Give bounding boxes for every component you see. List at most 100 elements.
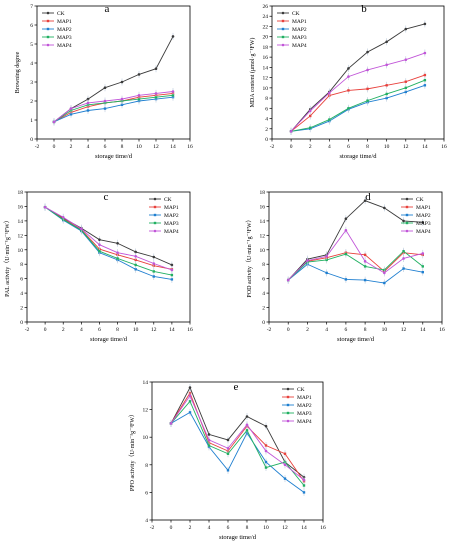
data-point [207, 438, 211, 442]
x-axis-title: storage time/d [90, 336, 128, 343]
y-tick-label: 0 [262, 320, 265, 326]
legend-label: MAP2 [164, 213, 179, 219]
y-tick-label: 10 [143, 435, 149, 441]
data-point [134, 263, 137, 267]
x-tick-label: 6 [104, 144, 107, 150]
series-map4 [286, 226, 425, 284]
data-point [383, 281, 386, 285]
x-tick-label: 10 [136, 144, 142, 150]
series-line [170, 394, 305, 481]
data-point [423, 84, 427, 87]
legend-swatch-marker [281, 19, 285, 23]
data-point [152, 275, 155, 278]
legend: CK MAP1 MAP2 MAP3 MAP4 [282, 387, 312, 425]
data-point [245, 415, 249, 418]
data-point [385, 84, 388, 87]
data-point [423, 22, 427, 26]
x-tick-label: 4 [208, 525, 211, 531]
legend-swatch-marker [46, 19, 50, 23]
legend-swatch-marker [281, 43, 285, 47]
legend-label: MAP3 [57, 35, 72, 41]
data-point [134, 254, 137, 258]
x-tick-label: 8 [366, 144, 369, 150]
data-point [402, 219, 405, 223]
x-tick-label: -2 [270, 144, 275, 150]
plot-frame [36, 5, 191, 140]
x-tick-label: 10 [263, 525, 269, 531]
data-point [289, 130, 293, 133]
data-point [264, 466, 268, 469]
legend-swatch-marker [405, 221, 409, 225]
data-point [52, 120, 56, 124]
x-tick-label: 2 [306, 327, 309, 333]
y-tick-label: 2 [30, 99, 33, 105]
y-tick-label: 18 [263, 45, 269, 51]
data-point [103, 99, 107, 103]
panel-label: c [104, 191, 109, 203]
x-axis-title: storage time/d [95, 153, 133, 160]
data-point [226, 446, 230, 450]
x-tick-label: 14 [301, 525, 307, 531]
x-tick-label: 0 [287, 327, 290, 333]
x-tick-label: 8 [364, 327, 367, 333]
legend-swatch-marker [153, 205, 157, 209]
data-point [325, 271, 328, 275]
x-tick-label: 12 [151, 327, 157, 333]
plot-frame [268, 191, 443, 323]
x-tick-label: 16 [320, 525, 326, 531]
data-point [170, 278, 174, 281]
x-tick-label: 6 [347, 144, 350, 150]
series-line [287, 200, 423, 281]
data-point [347, 107, 350, 110]
series-line [44, 206, 173, 271]
x-tick-label: 12 [282, 525, 288, 531]
legend-label: MAP3 [292, 35, 307, 41]
data-point [363, 278, 367, 282]
data-point [366, 99, 369, 102]
legend-label: MAP4 [164, 229, 179, 235]
legend-label: CK [416, 197, 424, 203]
series-line [53, 96, 174, 123]
y-tick-label: 7 [30, 4, 33, 10]
y-tick-label: 22 [263, 24, 269, 30]
legend-swatch-marker [46, 35, 50, 39]
panel-label: a [105, 3, 110, 15]
panel-label: d [365, 191, 371, 203]
legend: CK MAP1 MAP2 MAP3 MAP4 [149, 197, 179, 235]
data-point [171, 90, 175, 93]
legend-swatch-marker [153, 229, 157, 233]
data-point [344, 217, 348, 221]
data-point [385, 40, 388, 44]
x-tick-label: 10 [384, 144, 390, 150]
data-point [103, 86, 107, 89]
x-tick-label: 6 [98, 327, 101, 333]
x-tick-label: 16 [187, 144, 193, 150]
y-tick-label: 10 [260, 248, 266, 254]
data-point [98, 238, 101, 241]
data-point [302, 491, 306, 494]
data-point [421, 265, 424, 268]
data-point [245, 423, 249, 427]
data-point [170, 268, 174, 272]
y-tick-label: 16 [263, 55, 269, 61]
y-tick-label: 14 [143, 380, 149, 386]
legend: CK MAP1 MAP2 MAP3 MAP4 [42, 11, 72, 49]
panel-label: e [234, 381, 239, 393]
legend-label: CK [292, 11, 300, 17]
series-line [53, 36, 174, 123]
series-line [287, 263, 423, 284]
series-line [287, 229, 423, 281]
legend-swatch-marker [286, 411, 290, 415]
y-tick-label: 4 [30, 61, 33, 67]
data-point [421, 221, 425, 224]
data-point [402, 257, 405, 260]
y-tick-label: 6 [262, 277, 265, 283]
data-point [402, 267, 405, 270]
x-tick-label: -2 [35, 144, 40, 150]
x-axis-title: storage time/d [339, 153, 377, 160]
legend-swatch-marker [281, 11, 285, 15]
data-point [98, 243, 101, 247]
series-line [170, 411, 305, 493]
